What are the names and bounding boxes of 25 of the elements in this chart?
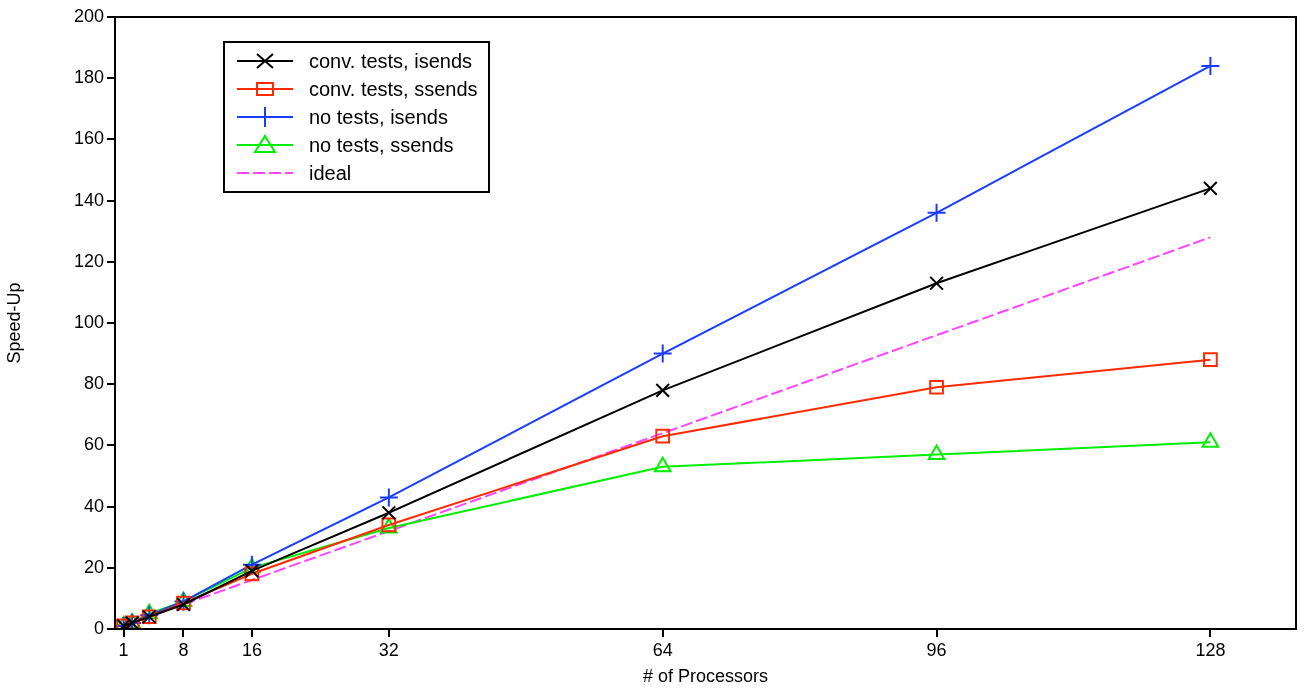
x-tick-label: 1 bbox=[118, 639, 129, 660]
y-tick-label: 180 bbox=[73, 67, 104, 88]
y-axis-title: Speed-Up bbox=[3, 282, 24, 364]
legend-label: no tests, isends bbox=[309, 105, 448, 130]
x-tick-label: 96 bbox=[926, 639, 947, 660]
y-tick-label: 200 bbox=[73, 5, 104, 26]
y-tick-label: 0 bbox=[93, 617, 104, 638]
y-tick-label: 100 bbox=[73, 311, 104, 332]
y-tick-label: 120 bbox=[73, 250, 104, 271]
x-tick-label: 64 bbox=[652, 639, 673, 660]
x-tick-label: 128 bbox=[1195, 639, 1226, 660]
legend-label: ideal bbox=[309, 161, 352, 186]
y-tick-label: 40 bbox=[83, 495, 104, 516]
x-tick-label: 16 bbox=[241, 639, 262, 660]
y-tick-label: 80 bbox=[83, 373, 104, 394]
y-tick-label: 140 bbox=[73, 189, 104, 210]
x-axis-title: # of Processors bbox=[642, 666, 769, 687]
x-tick-label: 32 bbox=[378, 639, 399, 660]
legend-label: conv. tests, ssends bbox=[309, 77, 478, 102]
legend-label: no tests, ssends bbox=[309, 133, 454, 158]
y-tick-label: 60 bbox=[83, 434, 104, 455]
y-tick-label: 20 bbox=[83, 556, 104, 577]
x-tick-label: 8 bbox=[178, 639, 189, 660]
legend-label: conv. tests, isends bbox=[309, 49, 473, 74]
y-tick-label: 160 bbox=[73, 128, 104, 149]
